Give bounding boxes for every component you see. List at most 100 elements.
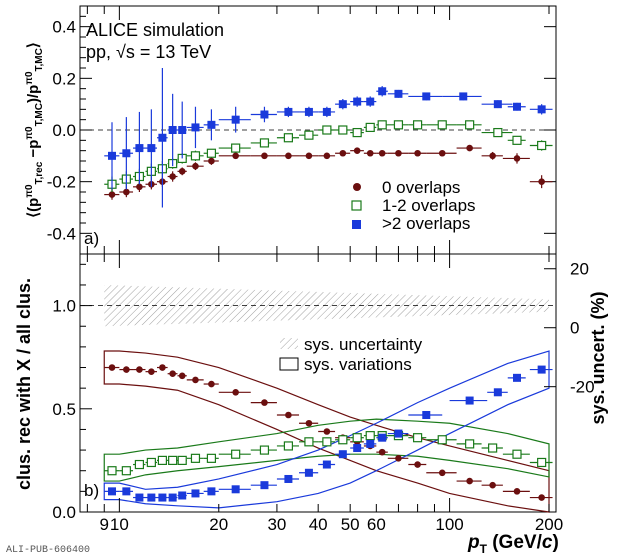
data-point [529, 104, 553, 115]
marker-filled-square [158, 133, 167, 142]
data-point [186, 150, 204, 161]
panel-a-ytick-label: 0.0 [52, 121, 76, 140]
marker-filled-square [304, 468, 313, 477]
data-point [408, 410, 443, 419]
marker-open-square [168, 455, 178, 465]
data-point [456, 120, 482, 130]
xtick-label: 30 [267, 515, 286, 534]
data-point [363, 431, 377, 441]
data-point [481, 151, 503, 160]
data-point [186, 489, 204, 498]
marker-circle [169, 370, 176, 378]
data-point [167, 455, 178, 465]
data-point [218, 449, 251, 459]
marker-circle [108, 364, 116, 371]
marker-open-square [177, 455, 187, 465]
panel-a-ytick-label: -0.4 [47, 224, 76, 243]
data-point [408, 92, 443, 101]
data-point [276, 474, 300, 483]
panel-b-ylabel: clus. rec with X / all clus. [14, 278, 34, 490]
data-point [276, 441, 300, 451]
marker-filled-square [378, 87, 387, 96]
legend-label-1-2-overlaps: 1-2 overlaps [382, 196, 476, 215]
marker-filled-square [422, 410, 431, 419]
data-point [145, 457, 157, 468]
marker-circle [323, 428, 331, 435]
data-point [167, 370, 178, 378]
xtick-label: 20 [209, 515, 228, 534]
data-point [481, 100, 513, 109]
data-point [299, 106, 319, 118]
legend-marker-0-overlaps [353, 183, 361, 191]
data-point [318, 152, 336, 160]
data-point [502, 153, 530, 164]
marker-circle [148, 368, 155, 375]
data-point [449, 396, 488, 405]
panel-a-ytick-label: 0.2 [52, 69, 76, 88]
data-point [203, 487, 219, 496]
marker-open-square [377, 120, 387, 130]
data-point [203, 380, 219, 388]
data-point [363, 439, 377, 448]
data-point [335, 125, 351, 135]
panel-b-secondary-ylabel: sys. uncert. (%) [588, 291, 608, 424]
data-point [177, 491, 187, 500]
marker-filled-square [338, 450, 347, 459]
marker-circle [353, 147, 361, 154]
panel-b-ytick-label: 0.5 [52, 400, 76, 419]
panel-b-axes: 0.0 0.5 1.0 -20 0 20 9 10 20 30 40 50 60 100 200 [52, 254, 595, 534]
data-point [218, 485, 251, 494]
panel-b-marks [104, 364, 553, 502]
marker-circle [466, 144, 473, 152]
marker-open-square [352, 433, 362, 443]
marker-filled-square [366, 97, 375, 106]
data-point [529, 494, 553, 501]
legend-label-0-overlaps: 0 overlaps [382, 178, 460, 197]
marker-filled-square [322, 107, 331, 116]
annotation-alice: ALICE simulation [86, 20, 224, 40]
sys-variation-band [103, 418, 550, 482]
marker-circle [159, 364, 166, 371]
marker-open-square [338, 125, 348, 135]
data-point [318, 106, 336, 118]
data-point [177, 455, 187, 465]
marker-filled-square [537, 365, 546, 374]
data-point [335, 149, 351, 157]
data-point [507, 102, 526, 111]
marker-circle [232, 388, 239, 396]
marker-circle [414, 149, 421, 157]
marker-circle [366, 149, 374, 157]
marker-filled-square [304, 107, 313, 116]
panel-b-bands [103, 284, 550, 513]
marker-open-square [231, 143, 241, 153]
marker-circle [108, 191, 116, 198]
data-point [426, 149, 457, 157]
data-point [318, 428, 336, 435]
marker-filled-square [108, 487, 117, 496]
marker-filled-square [338, 100, 347, 109]
xtick-label: 50 [341, 515, 360, 534]
data-point [426, 435, 457, 445]
data-point [276, 411, 300, 419]
marker-circle [178, 168, 186, 175]
panel-a-axes: -0.4 -0.2 0.0 0.2 0.4 [47, 5, 556, 254]
marker-circle [489, 152, 496, 160]
marker-circle [538, 494, 545, 501]
marker-open-square [190, 453, 201, 463]
data-point [387, 120, 409, 130]
data-point [167, 171, 178, 182]
marker-circle [395, 149, 402, 157]
marker-filled-square [493, 388, 502, 397]
marker-circle [123, 188, 130, 196]
marker-filled-square [168, 126, 177, 134]
marker-filled-square [231, 485, 240, 494]
marker-circle [513, 488, 521, 495]
marker-open-square [338, 435, 348, 445]
panel-b-secondary-ytick-label: 0 [570, 319, 579, 338]
data-point [203, 148, 219, 158]
data-point [376, 433, 388, 442]
marker-filled-square [394, 89, 403, 98]
marker-circle [489, 481, 496, 489]
marker-open-square [365, 122, 375, 133]
data-point [299, 468, 319, 477]
